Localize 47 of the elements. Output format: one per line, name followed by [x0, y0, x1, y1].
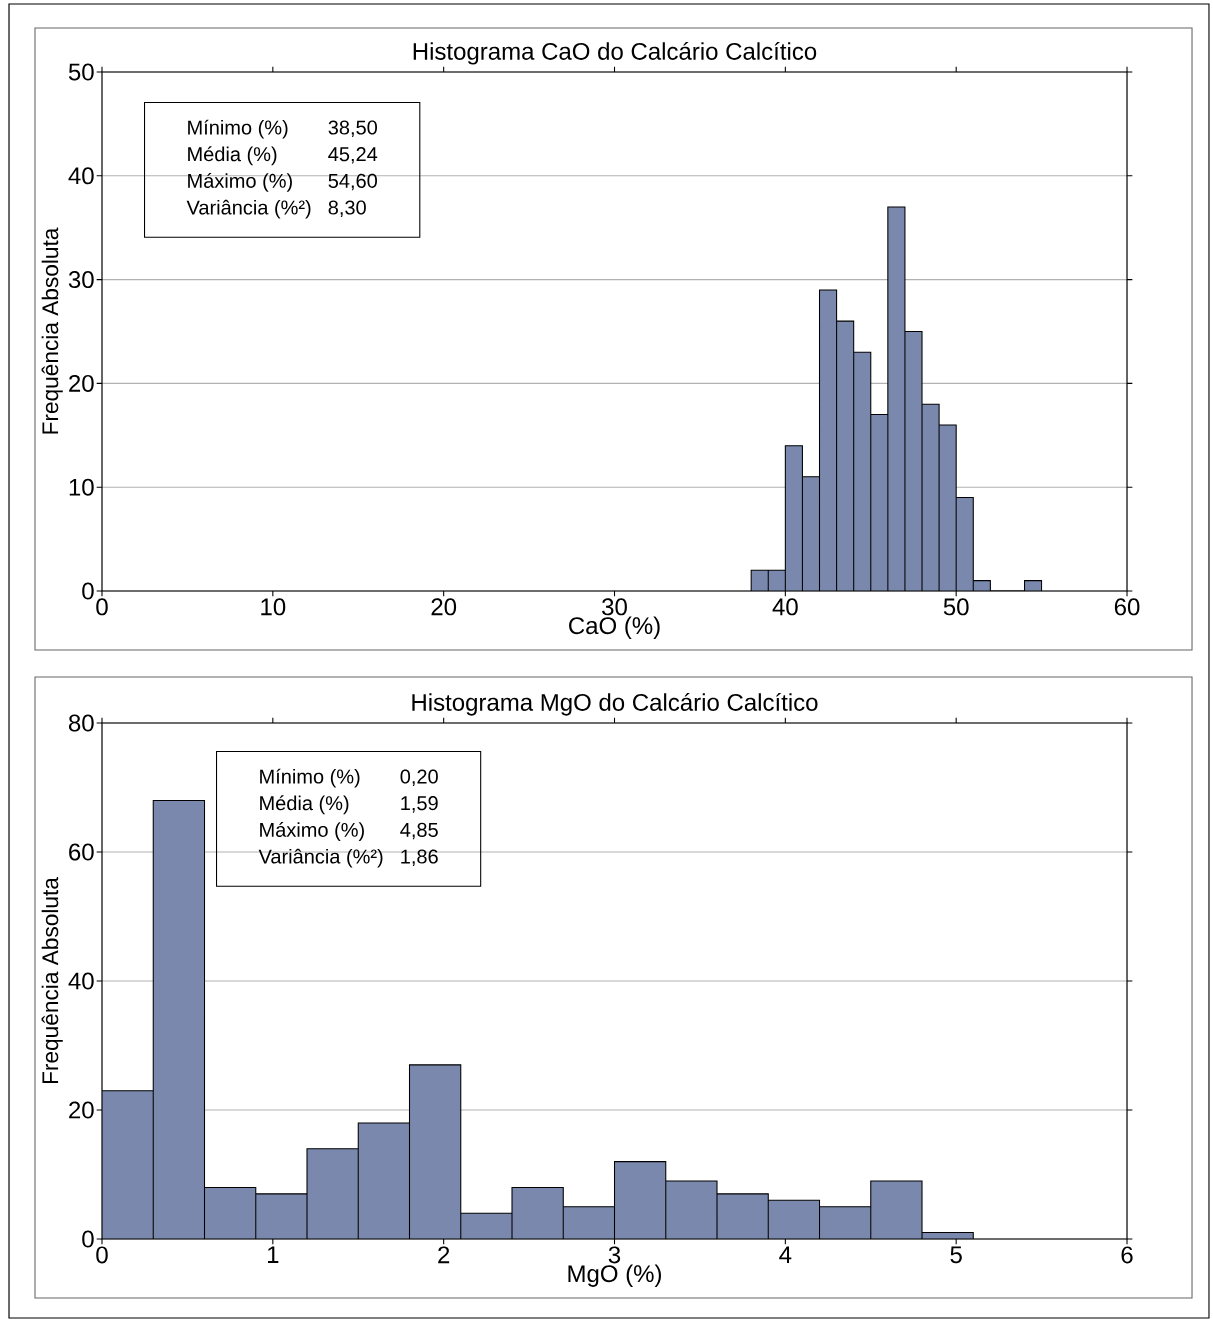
y-tick-label: 20 [69, 1101, 94, 1119]
x-axis-title: MgO (%) [568, 1264, 661, 1287]
annotation: Máximo (%) [260, 822, 364, 841]
x-tick-label: 4 [779, 1246, 792, 1263]
y-tick-label: 60 [69, 843, 94, 861]
chart-title: Histograma MgO do Calcário Calcítico [412, 692, 818, 716]
y-axis-title: Frequência Absoluta [41, 877, 63, 1084]
chart-title: Histograma CaO do Calcário Calcítico [413, 41, 817, 65]
annotation: 45,24 [328, 147, 378, 164]
annotation: Mínimo (%) [188, 119, 288, 139]
annotation: Máximo (%) [188, 173, 292, 192]
annotation: 1,59 [401, 796, 438, 813]
annotation: 0,20 [400, 769, 438, 786]
x-axis-title: CaO (%) [569, 616, 660, 639]
y-tick-label: 0 [82, 1230, 94, 1248]
x-tick-label: 30 [602, 598, 627, 616]
annotation: 1,86 [401, 849, 438, 866]
annotation: Mínimo (%) [260, 768, 360, 788]
x-tick-label: 5 [950, 1246, 962, 1264]
y-tick-label: 40 [68, 167, 94, 185]
annotation: Média (%) [188, 146, 277, 166]
x-tick-label: 10 [261, 598, 286, 616]
y-axis-title: Frequência Absoluta [41, 227, 63, 434]
y-tick-label: 50 [68, 63, 94, 81]
annotation: 8,30 [328, 200, 366, 217]
x-tick-label: 1 [267, 1246, 279, 1263]
x-tick-label: 0 [96, 598, 108, 616]
x-tick-label: 60 [1114, 598, 1140, 616]
annotation: 38,50 [328, 120, 377, 137]
x-tick-label: 0 [96, 1246, 108, 1264]
x-tick-label: 6 [1121, 1246, 1133, 1264]
annotation: Variância (%²) [186, 199, 311, 219]
x-tick-label: 3 [608, 1246, 621, 1264]
y-tick-label: 30 [68, 271, 94, 289]
y-tick-label: 10 [69, 478, 94, 496]
y-tick-label: 40 [68, 972, 94, 990]
y-tick-label: 20 [69, 374, 94, 392]
y-tick-label: 80 [68, 714, 94, 732]
annotation: 54,60 [328, 173, 377, 191]
annotation: Média (%) [260, 795, 349, 815]
x-tick-label: 50 [943, 598, 969, 616]
x-tick-label: 20 [431, 598, 457, 616]
y-tick-label: 0 [82, 582, 94, 600]
annotation: 4,85 [400, 822, 438, 840]
x-tick-label: 2 [438, 1246, 450, 1264]
annotation: Variância (%²) [258, 848, 383, 868]
x-tick-label: 40 [772, 598, 798, 616]
